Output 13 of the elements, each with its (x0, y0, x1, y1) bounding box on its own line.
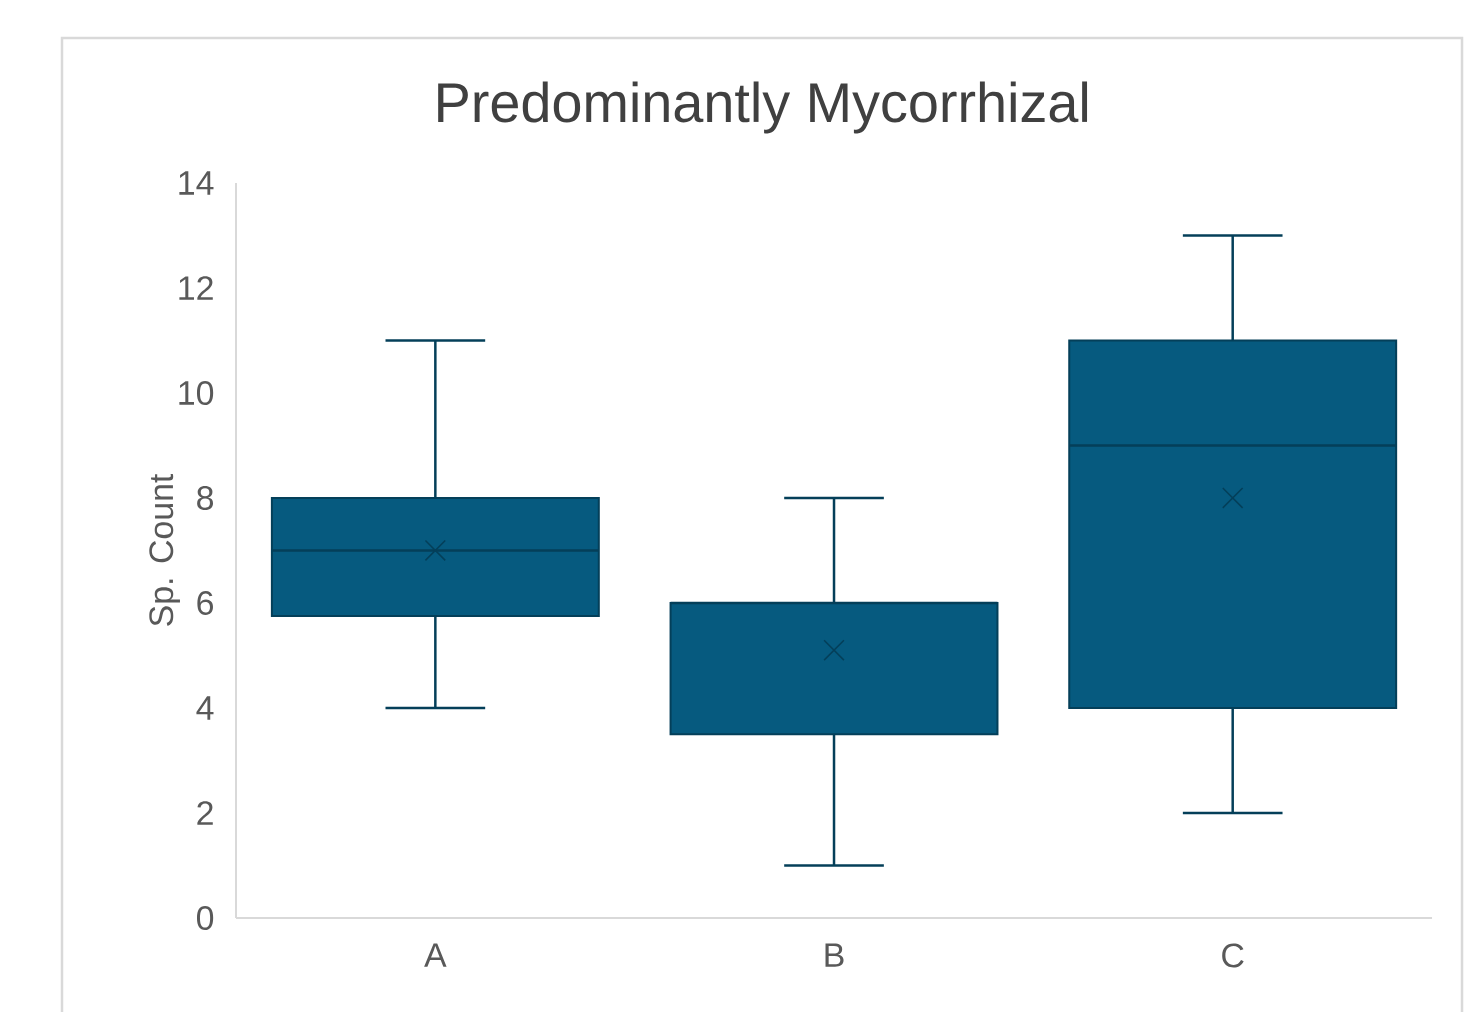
y-tick-label: 2 (197, 801, 213, 825)
y-tick-label: 10 (179, 380, 214, 405)
x-tick-label: A (424, 943, 447, 967)
x-tick-label: B (825, 943, 844, 967)
y-tick-label: 12 (179, 276, 213, 300)
chart-title: Predominantly Mycorrhizal (438, 81, 1088, 134)
y-tick-label: 4 (196, 696, 214, 720)
y-tick-label: 14 (179, 171, 214, 195)
y-tick-label: 6 (197, 591, 213, 615)
x-tick-label: C (1222, 943, 1244, 968)
y-tick-label: 8 (197, 485, 214, 510)
y-tick-label: 0 (196, 906, 214, 930)
y-axis-title: Sp. Count (149, 473, 180, 626)
